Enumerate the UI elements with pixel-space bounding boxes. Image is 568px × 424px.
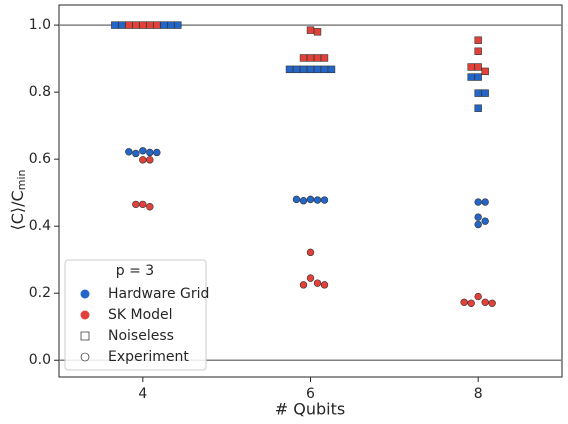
legend-label: SK Model	[108, 307, 173, 323]
data-point	[313, 54, 322, 62]
data-point	[467, 73, 475, 81]
legend-label: Noiseless	[108, 328, 174, 344]
x-tick-label: 8	[474, 386, 483, 402]
data-point	[320, 196, 329, 204]
data-point	[481, 198, 489, 206]
y-tick-label: 1.0	[29, 17, 51, 33]
data-point	[474, 104, 482, 112]
legend-title: p = 3	[116, 263, 154, 279]
data-point	[125, 148, 133, 156]
data-point	[481, 67, 489, 76]
data-point	[139, 147, 147, 155]
data-point	[474, 292, 482, 301]
data-point	[320, 281, 329, 289]
data-point	[299, 197, 308, 205]
data-point	[467, 299, 475, 307]
data-point	[306, 195, 315, 204]
data-point	[481, 217, 489, 225]
data-point	[474, 47, 482, 55]
data-point	[474, 198, 482, 206]
data-point	[299, 65, 308, 74]
legend-label: Hardware Grid	[108, 286, 209, 302]
data-point	[146, 21, 154, 29]
data-point	[132, 149, 140, 158]
data-point	[474, 36, 482, 44]
data-point	[313, 196, 322, 204]
data-point	[111, 21, 119, 29]
data-point	[153, 148, 161, 157]
data-point	[146, 148, 154, 157]
x-axis-label: # Qubits	[275, 400, 345, 419]
data-point	[125, 21, 133, 29]
data-point	[481, 298, 489, 306]
data-point	[474, 73, 482, 81]
data-point	[474, 89, 482, 97]
data-point	[467, 63, 475, 71]
data-point	[306, 248, 315, 257]
data-point	[139, 156, 147, 164]
data-point	[146, 156, 154, 164]
x-tick-label: 4	[138, 386, 147, 402]
data-point	[488, 299, 496, 307]
data-point	[474, 213, 482, 221]
data-point	[160, 21, 168, 29]
y-tick-label: 0.8	[29, 84, 51, 100]
data-point	[299, 281, 308, 289]
data-point	[285, 65, 294, 74]
data-point	[460, 298, 468, 306]
data-point	[167, 21, 175, 29]
data-point	[327, 65, 336, 74]
x-tick-label: 6	[306, 386, 315, 402]
data-point	[320, 54, 329, 62]
square-marker	[80, 331, 90, 341]
data-point	[292, 195, 301, 204]
data-point	[306, 54, 315, 62]
y-tick-label: 0.0	[29, 352, 51, 368]
data-point	[299, 54, 308, 62]
legend-box	[64, 259, 207, 371]
data-point	[481, 89, 489, 97]
y-tick-label: 0.6	[29, 151, 51, 167]
legend-swatch	[80, 289, 90, 299]
data-point	[313, 28, 322, 36]
data-point	[118, 21, 126, 29]
data-point	[306, 65, 315, 74]
data-point	[320, 65, 329, 74]
data-point	[292, 65, 301, 74]
circle-marker	[80, 352, 90, 362]
data-point	[474, 63, 482, 71]
legend-swatch	[80, 310, 90, 320]
data-point	[153, 21, 161, 29]
data-point	[313, 279, 322, 287]
data-point	[313, 65, 322, 74]
y-axis-label-main: ⟨C⟩/C	[8, 190, 27, 230]
data-point	[306, 274, 315, 282]
y-tick-label: 0.4	[29, 218, 51, 234]
data-point	[132, 21, 140, 29]
data-point	[174, 21, 182, 29]
legend: p = 3 Hardware Grid SK Model Noiseless Exper…	[64, 259, 209, 371]
data-point	[139, 21, 147, 29]
y-tick-label: 0.2	[29, 285, 51, 301]
y-axis-label: ⟨C⟩/Cmin	[8, 169, 29, 230]
data-point	[306, 26, 315, 34]
data-point	[146, 203, 154, 211]
data-point	[474, 220, 482, 229]
data-point	[132, 200, 140, 209]
y-axis-label-subscript: min	[15, 169, 28, 190]
legend-label: Experiment	[108, 349, 189, 365]
data-point	[139, 200, 147, 209]
